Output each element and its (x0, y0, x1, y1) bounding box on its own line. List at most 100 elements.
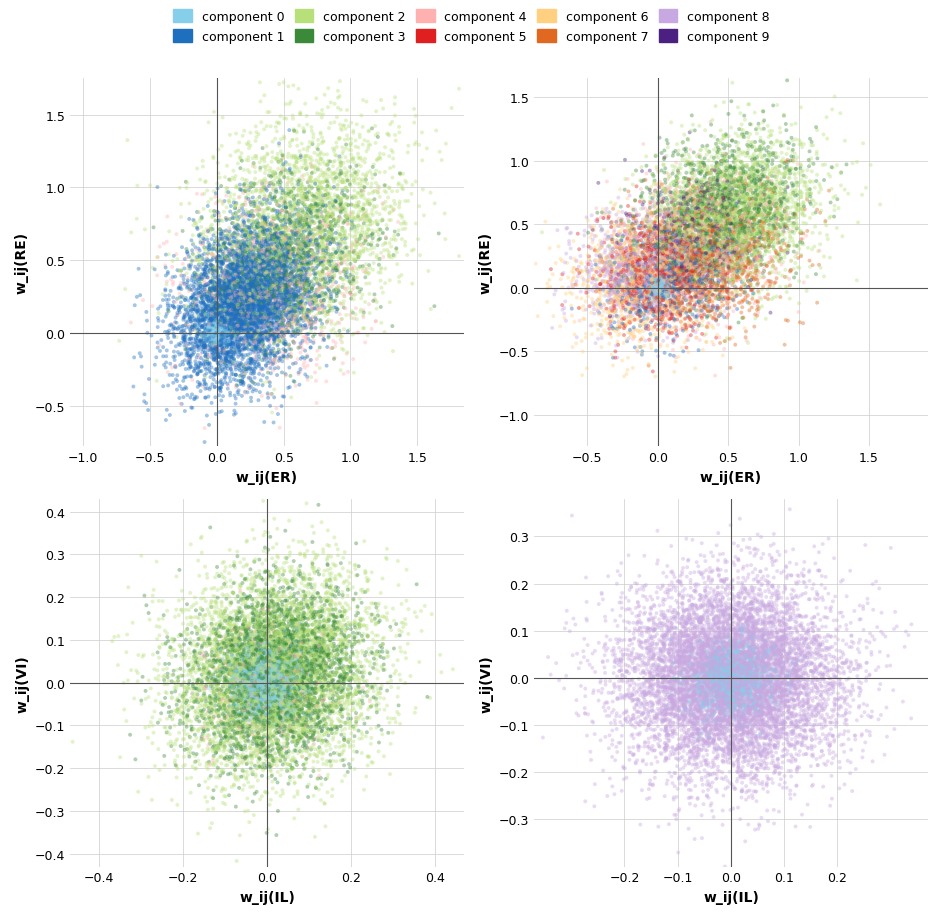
Point (747, 709, 762, 724)
Point (828, 677, 843, 692)
Point (782, 694, 797, 709)
Point (666, 209, 681, 223)
Point (315, 295, 330, 310)
Point (246, 646, 261, 661)
Point (269, 699, 284, 714)
Point (704, 686, 720, 700)
Point (703, 649, 718, 664)
Point (303, 593, 318, 607)
Point (324, 222, 339, 237)
Point (766, 713, 781, 728)
Point (306, 607, 321, 622)
Point (241, 641, 256, 656)
Point (255, 328, 270, 343)
Point (589, 261, 604, 276)
Point (706, 217, 721, 232)
Point (314, 631, 329, 646)
Point (263, 727, 278, 742)
Point (704, 702, 720, 717)
Point (209, 325, 224, 340)
Point (275, 312, 290, 327)
Point (311, 763, 326, 777)
Point (725, 246, 740, 261)
Point (243, 296, 258, 311)
Point (826, 682, 841, 697)
Point (736, 653, 752, 668)
Point (660, 252, 675, 267)
Point (241, 285, 256, 300)
Point (695, 199, 710, 214)
Point (227, 326, 242, 341)
Point (191, 228, 207, 243)
Point (282, 641, 297, 656)
Point (606, 199, 621, 213)
Point (335, 221, 350, 236)
Point (237, 679, 252, 694)
Point (630, 291, 645, 306)
Point (267, 382, 282, 397)
Point (618, 269, 633, 284)
Point (680, 193, 695, 208)
Point (651, 238, 666, 253)
Point (726, 275, 741, 289)
Point (293, 596, 308, 610)
Point (237, 360, 252, 375)
Point (727, 659, 742, 674)
Point (335, 753, 350, 767)
Point (770, 681, 786, 696)
Point (724, 675, 739, 690)
Point (221, 285, 236, 300)
Point (659, 255, 674, 270)
Point (729, 242, 744, 256)
Point (306, 764, 321, 778)
Point (655, 270, 670, 285)
Point (213, 724, 228, 739)
Point (755, 658, 770, 673)
Point (390, 554, 405, 569)
Point (702, 595, 717, 609)
Point (712, 616, 727, 630)
Point (835, 573, 851, 587)
Point (349, 683, 364, 698)
Point (261, 720, 276, 734)
Point (253, 570, 268, 584)
Point (831, 201, 846, 216)
Point (791, 133, 806, 148)
Point (721, 652, 736, 666)
Point (264, 759, 279, 774)
Point (679, 616, 694, 630)
Point (725, 660, 740, 675)
Point (703, 276, 718, 290)
Point (311, 498, 326, 513)
Point (296, 727, 311, 742)
Point (735, 655, 750, 670)
Point (306, 732, 321, 747)
Point (248, 310, 263, 324)
Point (226, 711, 241, 726)
Point (302, 701, 317, 716)
Point (288, 712, 303, 727)
Point (691, 212, 706, 227)
Point (804, 699, 819, 714)
Point (873, 677, 888, 692)
Point (323, 226, 338, 241)
Point (250, 668, 265, 683)
Point (311, 618, 326, 633)
Point (211, 703, 226, 718)
Point (761, 228, 776, 243)
Point (774, 695, 789, 709)
Point (708, 721, 723, 736)
Point (642, 612, 657, 627)
Point (280, 695, 295, 709)
Point (702, 682, 717, 697)
Point (292, 612, 307, 627)
Point (626, 267, 641, 281)
Point (313, 715, 328, 730)
Point (267, 664, 282, 678)
Point (670, 278, 686, 292)
Point (181, 304, 196, 319)
Point (756, 632, 771, 647)
Point (326, 301, 341, 315)
Point (297, 548, 312, 562)
Point (729, 221, 744, 236)
